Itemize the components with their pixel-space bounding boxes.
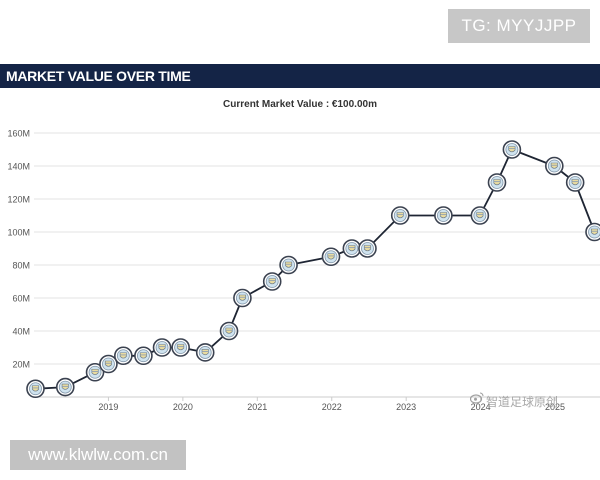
x-tick-label: 2025 xyxy=(545,402,565,412)
data-point-crest xyxy=(502,140,522,159)
data-point-crest xyxy=(434,206,453,225)
y-tick-label: 20M xyxy=(12,360,30,370)
data-point-crest xyxy=(134,346,153,366)
section-title: MARKET VALUE OVER TIME xyxy=(6,68,191,84)
data-point-crest xyxy=(114,346,133,366)
weibo-icon xyxy=(470,392,484,404)
y-tick-label: 80M xyxy=(12,261,30,271)
y-tick-label: 40M xyxy=(12,327,30,337)
data-point-crest xyxy=(99,354,118,374)
data-point-crest xyxy=(470,206,490,225)
data-point-crest xyxy=(279,255,298,275)
weibo-watermark: 智道足球原创 xyxy=(486,395,559,409)
x-tick-label: 2021 xyxy=(247,402,267,412)
x-tick-label: 2020 xyxy=(173,402,193,412)
url-watermark: www.klwlw.com.cn xyxy=(10,440,186,470)
data-point-crest xyxy=(55,377,75,397)
y-tick-label: 120M xyxy=(7,195,30,205)
data-point-crest xyxy=(358,239,377,258)
chart-title: Current Market Value : €100.00m xyxy=(223,99,377,110)
data-point-crest xyxy=(85,362,105,382)
data-point-crest xyxy=(342,239,362,258)
telegram-watermark: TG: MYYJJPP xyxy=(448,9,590,43)
x-tick-label: 2024 xyxy=(471,402,491,412)
data-point-crest xyxy=(171,338,190,357)
data-point-crest xyxy=(565,173,585,192)
x-tick-label: 2022 xyxy=(322,402,342,412)
y-tick-label: 160M xyxy=(7,129,30,139)
y-tick-label: 100M xyxy=(7,228,30,238)
data-point-crest xyxy=(152,338,172,357)
y-tick-label: 60M xyxy=(12,294,30,304)
data-point-crest xyxy=(321,247,341,267)
data-point-crest xyxy=(262,272,282,291)
x-tick-label: 2019 xyxy=(98,402,118,412)
data-point-crest xyxy=(26,379,45,399)
y-tick-label: 140M xyxy=(7,162,30,172)
data-point-crest xyxy=(545,156,564,176)
section-header: MARKET VALUE OVER TIME xyxy=(0,64,600,88)
data-point-crest xyxy=(390,206,410,225)
data-point-crest xyxy=(487,173,507,192)
data-point-crest xyxy=(233,288,252,308)
data-point-crest xyxy=(195,343,215,362)
data-point-crest xyxy=(219,321,239,341)
x-tick-label: 2023 xyxy=(396,402,416,412)
data-point-crest xyxy=(585,222,600,242)
